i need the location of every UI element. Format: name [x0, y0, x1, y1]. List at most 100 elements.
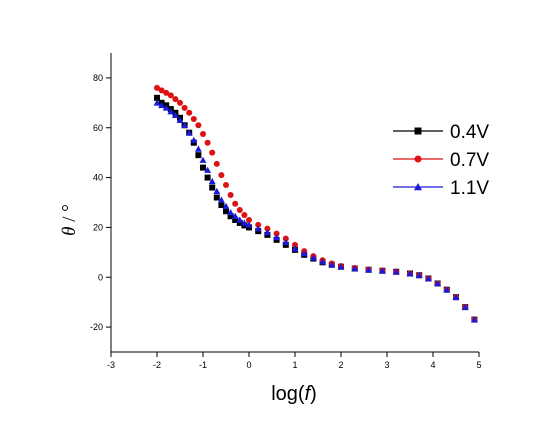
- data-point: [240, 219, 248, 226]
- data-point: [378, 267, 386, 274]
- axes: [110, 53, 479, 353]
- data-point: [365, 266, 373, 273]
- data-point: [236, 216, 244, 223]
- x-axis-label: log(f): [271, 383, 317, 405]
- legend-marker: [413, 182, 423, 191]
- data-point: [273, 233, 281, 241]
- data-point: [273, 230, 280, 237]
- data-point: [241, 211, 248, 218]
- data-point: [176, 116, 184, 124]
- x-tick-label: 5: [476, 360, 481, 370]
- data-point: [309, 254, 317, 261]
- data-point: [200, 130, 206, 137]
- legend-label: 0.7V: [450, 150, 489, 171]
- y-tick-label: 40: [93, 173, 103, 183]
- data-point: [190, 116, 197, 123]
- series-layer: [153, 84, 478, 323]
- data-point: [218, 172, 225, 179]
- y-tick-label: 60: [93, 123, 103, 133]
- legend-label: 1.1V: [450, 178, 489, 199]
- data-point: [190, 136, 198, 143]
- series-0.7V: [154, 84, 478, 323]
- data-point: [470, 316, 478, 323]
- data-point: [254, 225, 262, 232]
- data-point: [223, 182, 229, 189]
- x-tick-label: -1: [199, 360, 207, 370]
- data-point: [185, 129, 193, 136]
- data-point: [291, 245, 299, 252]
- data-point: [434, 280, 442, 287]
- data-point: [236, 219, 243, 226]
- data-point: [227, 192, 234, 199]
- data-point: [167, 108, 175, 115]
- x-tick-label: 0: [246, 360, 251, 370]
- y-ticks: -20 0 20 40 60 80: [90, 73, 111, 332]
- data-point: [158, 101, 166, 109]
- y-axis-label: θ / °: [59, 204, 80, 236]
- data-point: [217, 196, 225, 203]
- data-point: [218, 201, 225, 208]
- legend-marker: [414, 127, 422, 135]
- data-point: [223, 208, 229, 215]
- data-point: [415, 271, 423, 279]
- series-1.1V: [153, 99, 478, 323]
- data-point: [167, 92, 174, 99]
- data-point: [177, 99, 183, 106]
- data-point: [337, 263, 345, 270]
- data-point: [162, 104, 170, 111]
- data-point: [300, 250, 308, 257]
- data-point: [351, 265, 359, 272]
- data-point: [227, 209, 235, 216]
- data-point: [204, 174, 211, 181]
- data-point: [406, 270, 414, 277]
- data-point: [171, 111, 179, 119]
- data-point: [172, 96, 179, 103]
- data-point: [255, 221, 262, 228]
- data-point: [424, 275, 432, 282]
- x-tick-label: 2: [338, 360, 343, 370]
- data-point: [319, 258, 327, 265]
- data-point: [163, 89, 170, 96]
- data-point: [181, 121, 189, 129]
- data-point: [263, 228, 271, 236]
- data-point: [186, 109, 193, 116]
- x-tick-label: 1: [292, 360, 297, 370]
- data-point: [209, 184, 216, 191]
- data-point: [232, 200, 239, 207]
- y-tick-label: 0: [98, 272, 103, 282]
- data-point: [195, 152, 202, 159]
- data-point: [232, 216, 239, 223]
- data-point: [282, 235, 289, 242]
- data-point: [154, 84, 160, 91]
- data-point: [392, 268, 400, 275]
- series-0.4V: [154, 94, 478, 323]
- data-point: [292, 241, 298, 248]
- data-point: [199, 156, 207, 163]
- data-point: [154, 94, 160, 101]
- data-point: [195, 122, 202, 129]
- data-point: [213, 160, 220, 167]
- data-point: [204, 139, 211, 146]
- data-point: [208, 177, 216, 185]
- data-point: [245, 221, 253, 228]
- data-point: [213, 187, 221, 195]
- data-point: [231, 212, 239, 219]
- data-point: [209, 149, 216, 156]
- x-tick-label: 3: [384, 360, 389, 370]
- data-point: [328, 261, 336, 268]
- data-point: [222, 202, 230, 209]
- x-tick-label: -3: [107, 360, 115, 370]
- data-point: [461, 303, 469, 310]
- legend-marker: [414, 155, 422, 163]
- data-point: [236, 206, 243, 213]
- data-point: [264, 225, 271, 232]
- data-point: [213, 194, 220, 201]
- legend: 0.4V 0.7V 1.1V: [393, 122, 489, 199]
- y-tick-label: 80: [93, 73, 103, 83]
- data-point: [194, 145, 202, 152]
- data-point: [204, 166, 212, 173]
- data-point: [452, 293, 460, 300]
- data-point: [282, 238, 290, 246]
- y-tick-label: -20: [90, 322, 103, 332]
